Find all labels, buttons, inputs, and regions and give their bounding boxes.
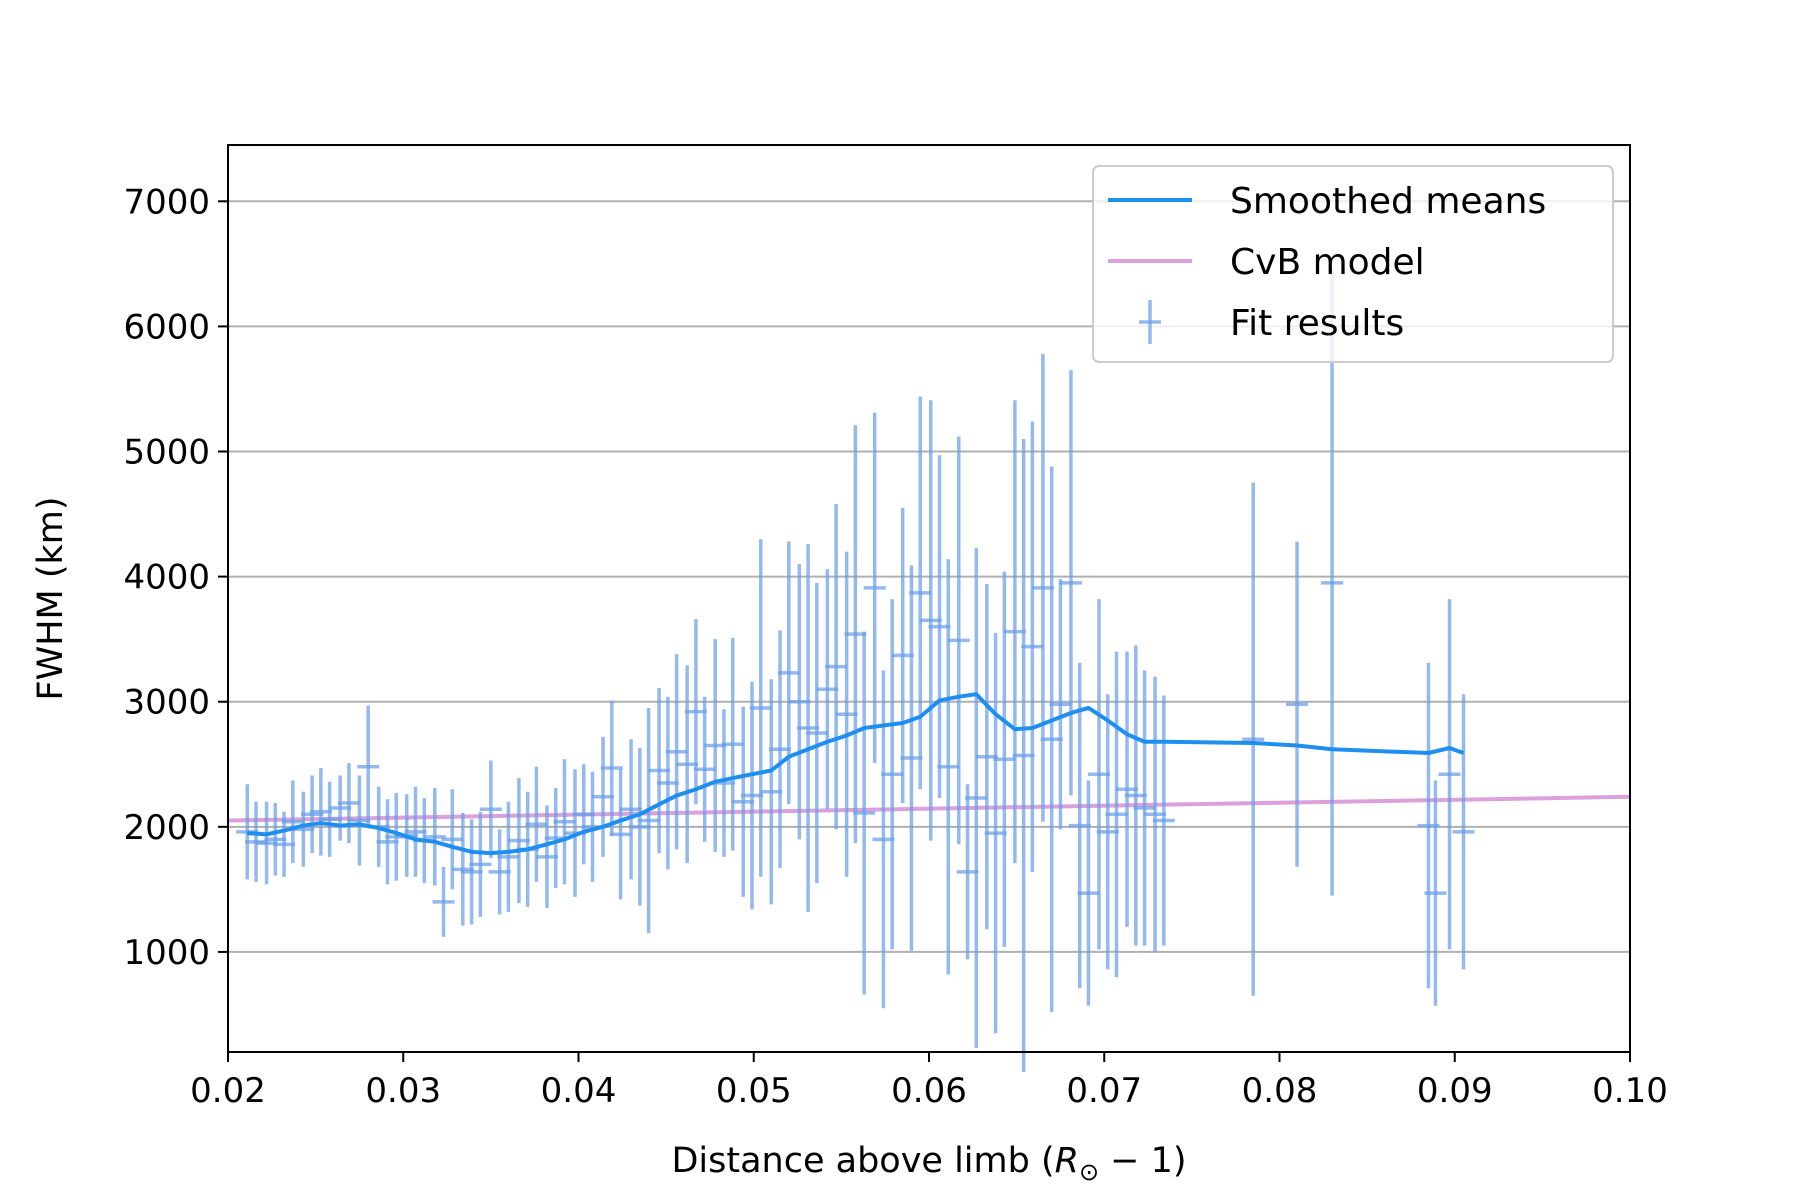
- x-tick-label-4: 0.06: [891, 1071, 967, 1111]
- y-axis-ticks: 1000 2000 3000 4000 5000 6000 7000: [123, 182, 228, 973]
- fit-result-point-49: [693, 696, 716, 842]
- x-axis-label-prefix: Distance above limb (: [671, 1141, 1054, 1181]
- y-axis-label: FWHM (km): [31, 496, 71, 700]
- x-tick-label-7: 0.09: [1417, 1071, 1493, 1111]
- fit-result-point-76: [947, 436, 970, 845]
- fit-result-point-101: [1321, 270, 1344, 896]
- x-tick-label-3: 0.05: [716, 1071, 792, 1111]
- fit-result-point-104: [1438, 599, 1461, 950]
- y-tick-label-5: 6000: [123, 307, 210, 347]
- fit-result-point-28: [497, 801, 520, 912]
- fit-result-point-22: [441, 789, 464, 890]
- cvb-model-line: [227, 794, 1631, 823]
- smoothed-means-series: [247, 692, 1465, 856]
- y-tick-label-6: 7000: [123, 182, 210, 222]
- legend-swatch-fit-results: [1139, 300, 1161, 344]
- fit-result-point-43: [637, 707, 660, 934]
- fit-result-point-5: [281, 780, 304, 864]
- legend-box: [1092, 165, 1614, 363]
- x-axis-ticks: 0.02 0.03 0.04 0.05 0.06 0.07 0.08 0.09 0.10: [190, 1052, 1668, 1111]
- fit-result-point-20: [423, 788, 446, 886]
- legend-label-fit-results: Fit results: [1230, 303, 1404, 344]
- fit-result-point-96: [1133, 670, 1156, 946]
- fit-result-point-93: [1105, 651, 1128, 977]
- fit-result-point-13: [357, 705, 380, 829]
- fit-result-point-58: [777, 541, 800, 805]
- fit-result-point-40: [609, 769, 632, 900]
- fit-result-point-69: [881, 599, 904, 950]
- x-axis-label: Distance above limb (R⊙ − 1): [671, 1141, 1186, 1186]
- y-tick-label-2: 3000: [123, 683, 210, 723]
- legend-label-cvb-model: CvB model: [1230, 242, 1425, 283]
- fit-results-series: [236, 270, 1475, 1073]
- smoothed-means-line: [247, 692, 1465, 856]
- fit-result-point-84: [1021, 421, 1044, 872]
- x-tick-label-6: 0.08: [1242, 1071, 1318, 1111]
- fit-result-point-34: [553, 759, 576, 885]
- fit-result-point-88: [1059, 370, 1082, 796]
- fit-result-point-67: [863, 412, 886, 764]
- x-tick-label-5: 0.07: [1066, 1071, 1142, 1111]
- x-tick-label-2: 0.04: [541, 1071, 617, 1111]
- fit-result-point-25: [469, 811, 492, 917]
- fit-result-point-46: [665, 654, 688, 850]
- fit-result-point-98: [1152, 695, 1175, 946]
- fit-result-point-26: [479, 760, 502, 859]
- legend-label-smoothed-means: Smoothed means: [1230, 181, 1546, 222]
- fit-result-point-81: [993, 571, 1016, 947]
- fit-result-point-99: [1242, 482, 1265, 996]
- fit-result-point-105: [1452, 694, 1475, 970]
- fit-result-point-55: [749, 539, 772, 877]
- fit-result-point-61: [805, 582, 828, 884]
- y-tick-label-0: 1000: [123, 933, 210, 973]
- fit-result-point-87: [1049, 579, 1072, 830]
- y-tick-label-3: 4000: [123, 558, 210, 598]
- fit-result-point-39: [600, 700, 623, 836]
- fit-result-point-100: [1286, 541, 1309, 867]
- fit-result-point-78: [965, 547, 988, 1049]
- legend: Smoothed means CvB model Fit results: [1092, 165, 1614, 363]
- fit-result-point-11: [337, 763, 360, 844]
- x-axis-label-suffix: − 1): [1099, 1141, 1187, 1181]
- x-axis-label-subscript: ⊙: [1079, 1158, 1099, 1186]
- x-tick-label-0: 0.02: [190, 1071, 266, 1111]
- fit-result-point-75: [937, 559, 960, 975]
- x-axis-label-math: R: [1055, 1141, 1079, 1181]
- x-tick-label-8: 0.10: [1592, 1071, 1668, 1111]
- fit-result-point-90: [1077, 780, 1100, 1006]
- fit-result-point-31: [525, 766, 548, 882]
- fit-result-point-63: [825, 504, 848, 830]
- fit-result-point-9: [318, 781, 341, 857]
- x-tick-label-1: 0.03: [365, 1071, 441, 1111]
- cvb-model-series: [227, 794, 1631, 823]
- fit-result-point-72: [909, 396, 932, 790]
- fit-result-point-52: [721, 637, 744, 851]
- fit-result-point-21: [432, 866, 455, 937]
- y-tick-label-1: 2000: [123, 808, 210, 848]
- fit-result-point-103: [1424, 780, 1447, 1006]
- fit-result-point-66: [853, 631, 876, 995]
- y-tick-label-4: 5000: [123, 433, 210, 473]
